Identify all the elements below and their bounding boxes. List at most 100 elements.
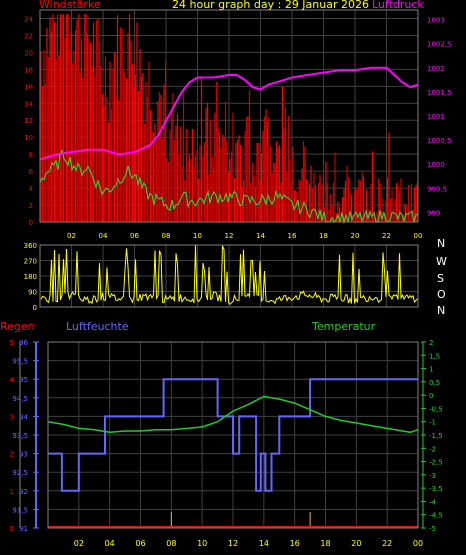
humidity-tick-label: 95 [19, 376, 28, 384]
humidity-tick-label: 92 [19, 488, 28, 496]
series-avg-wind [39, 148, 418, 225]
pressure-tick-label: 999 [427, 209, 440, 217]
wind-tick-label: 18 [24, 66, 33, 74]
x-tick-label: 06 [130, 232, 139, 240]
humidity-tick-label: 94,5 [12, 395, 28, 403]
temperature-tick-label: -1 [429, 419, 436, 427]
direction-label-north-2: N [437, 304, 446, 317]
wind-tick-label: 22 [24, 32, 33, 40]
direction-label-west: W [436, 255, 447, 268]
x-tick-label-bottom: 16 [290, 539, 300, 548]
pressure-tick-label: 1001 [427, 113, 445, 121]
temperature-tick-label: 1 [429, 366, 433, 374]
temperature-tick-label: 0 [429, 392, 433, 400]
temperature-tick-label: -0,5 [429, 405, 443, 413]
humidity-tick-label: 93 [19, 451, 28, 459]
pressure-tick-label: 1002,5 [427, 41, 452, 49]
direction-tick-label: 360 [24, 242, 37, 250]
x-tick-label: 22 [382, 232, 391, 240]
x-tick-label-bottom: 14 [259, 539, 269, 548]
rain-tick-label: 4 [10, 376, 15, 384]
wind-tick-label: 20 [24, 49, 33, 57]
temperature-tick-label: 0,5 [429, 379, 440, 387]
pressure-tick-label: 1000,5 [427, 137, 452, 145]
x-tick-label-bottom: 18 [320, 539, 330, 548]
pressure-tick-label: 1000 [427, 161, 445, 169]
x-tick-label: 00 [414, 232, 423, 240]
pressure-tick-label: 1003 [427, 17, 445, 25]
x-tick-label-bottom: 00 [413, 539, 423, 548]
series-pressure [39, 66, 419, 161]
temperature-axis-title: Temperatur [312, 320, 376, 333]
temperature-tick-label: -4,5 [429, 512, 443, 520]
x-tick-label: 02 [67, 232, 76, 240]
series-humidity [48, 378, 418, 492]
temperature-tick-label: -2,5 [429, 459, 443, 467]
humidity-axis-title: Luftfeuchte [66, 320, 129, 333]
temperature-tick-label: -5 [429, 525, 436, 533]
humidity-tick-label: 91,5 [12, 506, 28, 514]
x-tick-label: 14 [256, 232, 265, 240]
x-tick-label-bottom: 08 [166, 539, 176, 548]
rain-axis-title: Regen [0, 320, 35, 333]
wind-tick-label: 24 [24, 15, 33, 23]
temperature-tick-label: -4 [429, 498, 437, 506]
rain-tick-label: 1 [10, 488, 14, 496]
panel-frame-wind [39, 9, 419, 223]
x-tick-label-bottom: 12 [228, 539, 238, 548]
x-tick-label: 18 [319, 232, 328, 240]
rain-tick-label: 5 [10, 339, 14, 347]
x-tick-label: 16 [288, 232, 297, 240]
humidity-tick-label: 94 [19, 413, 28, 421]
pressure-tick-label: 1002 [427, 65, 445, 73]
x-tick-label-bottom: 22 [382, 539, 392, 548]
pressure-tick-label: 999,5 [427, 185, 447, 193]
series-wind-direction [40, 245, 418, 305]
x-tick-label-bottom: 20 [351, 539, 361, 548]
wind-tick-label: 12 [24, 117, 33, 125]
pressure-axis-title: Luftdruck [372, 0, 424, 11]
panel-frame-direction [39, 244, 419, 308]
wind-axis-title: Windstärke [39, 0, 101, 11]
rain-tick-label: 2 [10, 451, 14, 459]
wind-tick-label: 6 [29, 168, 34, 176]
x-tick-label: 04 [99, 232, 108, 240]
wind-tick-label: 10 [24, 134, 33, 142]
wind-tick-label: 14 [24, 100, 33, 108]
temperature-tick-label: -3 [429, 472, 436, 480]
wind-tick-label: 8 [29, 151, 33, 159]
chart-title: 24 hour graph day : 29 Januar 2026 [172, 0, 369, 11]
temperature-tick-label: -3,5 [429, 485, 443, 493]
rain-tick-label: 0 [10, 525, 14, 533]
x-tick-label: 10 [193, 232, 202, 240]
pressure-tick-label: 1001,5 [427, 89, 452, 97]
direction-tick-label: 90 [28, 289, 37, 297]
direction-tick-label: 0 [33, 304, 37, 312]
wind-gust-bars [40, 14, 419, 222]
wind-tick-label: 16 [24, 83, 33, 91]
humidity-tick-label: 93,5 [12, 432, 28, 440]
x-tick-label-bottom: 04 [105, 539, 115, 548]
panel-frame-climate [47, 341, 419, 529]
humidity-tick-label: 95,5 [12, 358, 28, 366]
temperature-tick-label: -1,5 [429, 432, 443, 440]
x-tick-label-bottom: 06 [135, 539, 145, 548]
x-tick-label: 08 [162, 232, 171, 240]
temperature-tick-label: 2 [429, 339, 433, 347]
direction-label-south: S [437, 272, 444, 285]
x-tick-label-bottom: 02 [74, 539, 84, 548]
x-tick-label: 20 [351, 232, 360, 240]
direction-label-east: O [437, 288, 446, 301]
rain-tick-label: 3 [10, 413, 14, 421]
wind-tick-label: 2 [29, 202, 33, 210]
humidity-tick-label: 92,5 [12, 469, 28, 477]
temperature-tick-label: 1,5 [429, 352, 440, 360]
direction-tick-label: 270 [24, 258, 37, 266]
temperature-tick-label: -2 [429, 445, 436, 453]
direction-tick-label: 180 [24, 273, 37, 281]
direction-label-north: N [437, 237, 446, 250]
wind-tick-label: 4 [29, 185, 34, 193]
humidity-tick-label: 96 [19, 339, 28, 347]
